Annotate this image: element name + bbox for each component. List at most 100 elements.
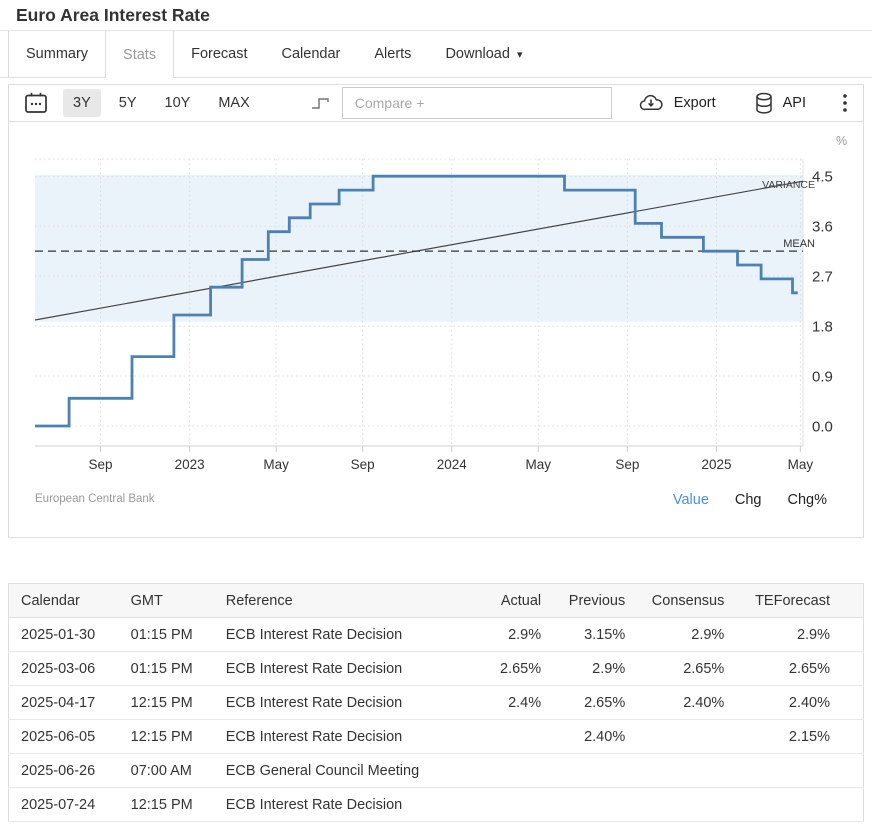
cell-reference: ECB Interest Rate Decision bbox=[215, 617, 446, 652]
cell-calendar: 2025-06-05 bbox=[8, 719, 119, 754]
table-row[interactable]: 2025-04-17 12:15 PM ECB Interest Rate Deci… bbox=[8, 685, 864, 720]
tab-calendar[interactable]: Calendar bbox=[264, 31, 358, 77]
column-header-consensus: Consensus bbox=[639, 583, 739, 618]
calendar-table: Calendar GMT Reference Actual Previous Consen… bbox=[8, 583, 864, 822]
y-axis-label: 0.0 bbox=[812, 419, 833, 436]
cell-actual: 2.9% bbox=[446, 617, 556, 652]
compare-input[interactable] bbox=[341, 87, 612, 119]
x-axis-label: 2023 bbox=[175, 457, 205, 472]
column-header-reference: Reference bbox=[215, 583, 446, 618]
y-axis-label: 0.9 bbox=[812, 369, 833, 386]
tabs: Summary Stats Forecast Calendar Alerts Downlo… bbox=[0, 31, 872, 78]
step-line-series[interactable] bbox=[35, 174, 798, 428]
x-axis-label: 2024 bbox=[437, 457, 468, 472]
cell-previous: 3.15% bbox=[555, 617, 640, 652]
calendar-table-body: 2025-01-30 01:15 PM ECB Interest Rate Deci… bbox=[8, 617, 864, 822]
range-button-max[interactable]: MAX bbox=[218, 95, 250, 111]
table-row[interactable]: 2025-06-26 07:00 AM ECB General Council Me… bbox=[8, 753, 864, 788]
y-axis-label: 4.5 bbox=[812, 169, 833, 186]
tab-download[interactable]: Download ▾ bbox=[428, 31, 540, 77]
cell-gmt: 01:15 PM bbox=[118, 651, 216, 686]
legend-chgpct[interactable]: Chg% bbox=[787, 492, 828, 508]
kebab-menu-icon[interactable] bbox=[842, 93, 848, 113]
chart-source: European Central Bank bbox=[35, 493, 155, 505]
legend-value[interactable]: Value bbox=[672, 492, 709, 508]
tab-alerts[interactable]: Alerts bbox=[357, 31, 429, 77]
y-axis-label: 3.6 bbox=[812, 219, 833, 236]
calendar-icon[interactable] bbox=[23, 91, 49, 115]
x-axis-label: 2025 bbox=[701, 457, 731, 472]
cell-actual bbox=[446, 787, 556, 822]
cell-calendar: 2025-01-30 bbox=[8, 617, 119, 652]
chart-toolbar: 3Y 5Y 10Y MAX Export bbox=[8, 84, 864, 122]
tab-summary[interactable]: Summary bbox=[8, 31, 107, 77]
legend-chg[interactable]: Chg bbox=[734, 492, 762, 508]
page-title: Euro Area Interest Rate bbox=[16, 4, 210, 25]
export-label: Export bbox=[673, 95, 716, 111]
cell-gmt: 12:15 PM bbox=[118, 685, 216, 720]
cloud-download-icon bbox=[638, 93, 665, 113]
x-axis-label: Sep bbox=[351, 457, 375, 472]
y-axis-unit-label: % bbox=[836, 134, 847, 148]
x-axis-label: May bbox=[526, 457, 552, 472]
export-button[interactable]: Export bbox=[638, 93, 716, 113]
cell-previous bbox=[555, 787, 640, 822]
variance-label: VARIANCE bbox=[762, 179, 815, 191]
cell-gmt: 12:15 PM bbox=[118, 787, 216, 822]
cell-actual: 2.4% bbox=[446, 685, 556, 720]
cell-actual: 2.65% bbox=[446, 651, 556, 686]
cell-reference: ECB Interest Rate Decision bbox=[215, 651, 446, 686]
chart-legend: Value Chg Chg% bbox=[673, 492, 827, 508]
cell-calendar: 2025-06-26 bbox=[8, 753, 119, 788]
cell-reference: ECB Interest Rate Decision bbox=[215, 787, 446, 822]
table-row[interactable]: 2025-01-30 01:15 PM ECB Interest Rate Deci… bbox=[8, 617, 864, 652]
cell-previous: 2.40% bbox=[555, 719, 640, 754]
column-header-calendar: Calendar bbox=[8, 583, 119, 618]
y-axis-label: 2.7 bbox=[812, 269, 833, 286]
chart-card: Sep 2023 May Sep 2024 May Sep 2025 May 0.0 0.9 1.8 2… bbox=[8, 122, 864, 538]
cell-consensus bbox=[639, 753, 739, 788]
table-row[interactable]: 2025-06-05 12:15 PM ECB Interest Rate Deci… bbox=[8, 719, 864, 754]
cell-teforecast bbox=[738, 787, 864, 822]
cell-consensus: 2.65% bbox=[639, 651, 739, 686]
api-label: API bbox=[782, 95, 806, 111]
cell-teforecast: 2.15% bbox=[738, 719, 864, 754]
cell-teforecast: 2.9% bbox=[738, 617, 864, 652]
api-button[interactable]: API bbox=[754, 92, 806, 115]
cell-previous: 2.65% bbox=[555, 685, 640, 720]
tab-forecast[interactable]: Forecast bbox=[174, 31, 265, 77]
cell-reference: ECB Interest Rate Decision bbox=[215, 685, 446, 720]
cell-actual bbox=[446, 753, 556, 788]
x-axis-label: Sep bbox=[89, 457, 113, 472]
chart-plot[interactable]: Sep 2023 May Sep 2024 May Sep 2025 May 0.0 0.9 1.8 2… bbox=[9, 122, 863, 536]
column-header-teforecast: TEForecast bbox=[738, 583, 864, 618]
mean-label: MEAN bbox=[783, 238, 815, 250]
cell-calendar: 2025-07-24 bbox=[8, 787, 119, 822]
y-axis-label: 1.8 bbox=[812, 319, 833, 336]
range-button-5y[interactable]: 5Y bbox=[118, 95, 137, 111]
cell-previous bbox=[555, 753, 640, 788]
column-header-previous: Previous bbox=[555, 583, 640, 618]
header-row: Calendar GMT Reference Actual Previous Consen… bbox=[8, 583, 864, 618]
cell-consensus: 2.40% bbox=[639, 685, 739, 720]
table-row[interactable]: 2025-07-24 12:15 PM ECB Interest Rate Deci… bbox=[8, 787, 864, 822]
cell-teforecast: 2.40% bbox=[738, 685, 864, 720]
cell-consensus bbox=[639, 787, 739, 822]
range-button-10y[interactable]: 10Y bbox=[164, 95, 191, 111]
calendar-table-header: Calendar GMT Reference Actual Previous Consen… bbox=[8, 583, 864, 618]
range-button-3y[interactable]: 3Y bbox=[63, 89, 101, 117]
cell-consensus bbox=[639, 719, 739, 754]
cell-actual bbox=[446, 719, 556, 754]
cell-calendar: 2025-03-06 bbox=[8, 651, 119, 686]
page-header: Euro Area Interest Rate bbox=[0, 0, 872, 31]
cell-gmt: 01:15 PM bbox=[118, 617, 216, 652]
column-header-gmt: GMT bbox=[118, 583, 216, 618]
tab-stats[interactable]: Stats bbox=[106, 31, 175, 78]
database-icon bbox=[754, 92, 774, 115]
step-line-icon[interactable] bbox=[310, 95, 332, 111]
x-axis-label: Sep bbox=[615, 457, 639, 472]
cell-teforecast bbox=[738, 753, 864, 788]
cell-gmt: 12:15 PM bbox=[118, 719, 216, 754]
table-row[interactable]: 2025-03-06 01:15 PM ECB Interest Rate Deci… bbox=[8, 651, 864, 686]
toolbar-right: Export API bbox=[638, 92, 848, 115]
